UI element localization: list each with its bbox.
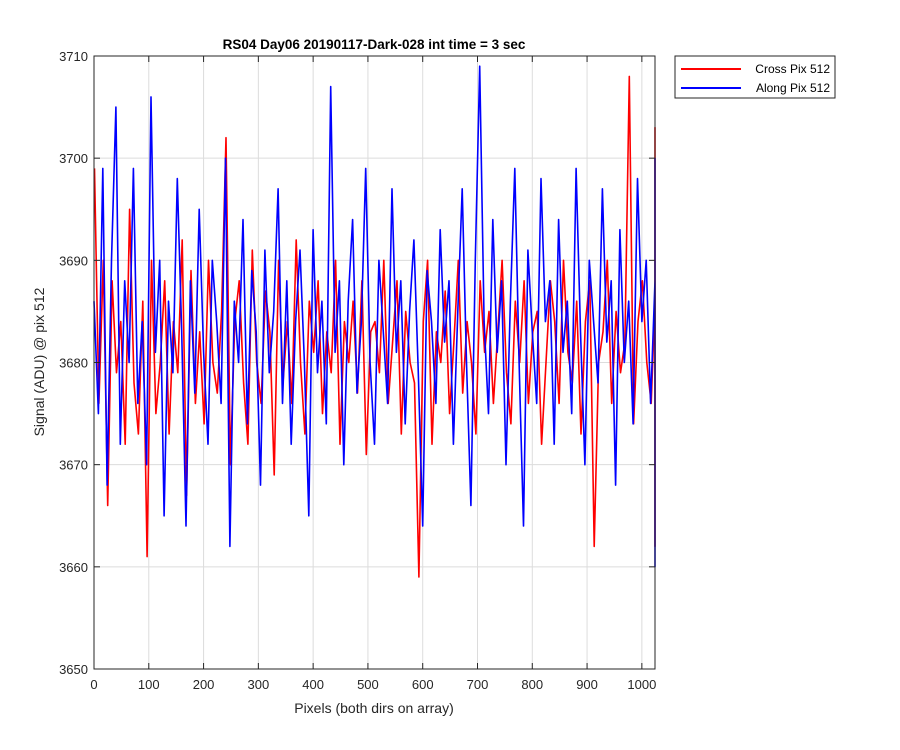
y-tick-label: 3690 xyxy=(59,253,88,268)
y-tick-label: 3650 xyxy=(59,662,88,677)
x-tick-label: 100 xyxy=(138,677,160,692)
chart-title: RS04 Day06 20190117-Dark-028 int time = … xyxy=(223,37,526,52)
plot-area: 0 100 200 300 400 500 600 700 800 900 1000 3650 3660… xyxy=(59,49,656,692)
y-tick-label: 3660 xyxy=(59,560,88,575)
x-tick-label: 400 xyxy=(302,677,324,692)
x-tick-label: 200 xyxy=(193,677,215,692)
x-tick-label: 700 xyxy=(467,677,489,692)
x-tick-label: 300 xyxy=(248,677,270,692)
y-tick-label: 3710 xyxy=(59,49,88,64)
ticks: 0 100 200 300 400 500 600 700 800 900 1000 3650 3660… xyxy=(59,49,656,692)
legend-box xyxy=(674,55,836,99)
legend: Cross Pix 512 Along Pix 512 xyxy=(674,55,836,99)
x-tick-label: 900 xyxy=(576,677,598,692)
x-tick-label: 600 xyxy=(412,677,434,692)
x-axis-label: Pixels (both dirs on array) xyxy=(294,700,454,716)
x-tick-label: 800 xyxy=(521,677,543,692)
x-tick-label: 500 xyxy=(357,677,379,692)
y-tick-label: 3700 xyxy=(59,151,88,166)
legend-label-along: Along Pix 512 xyxy=(756,81,830,95)
x-tick-label: 0 xyxy=(90,677,97,692)
y-tick-label: 3670 xyxy=(59,458,88,473)
x-tick-label: 1000 xyxy=(627,677,656,692)
y-tick-label: 3680 xyxy=(59,356,88,371)
y-axis-label: Signal (ADU) @ pix 512 xyxy=(31,287,47,436)
legend-label-cross: Cross Pix 512 xyxy=(755,62,830,76)
